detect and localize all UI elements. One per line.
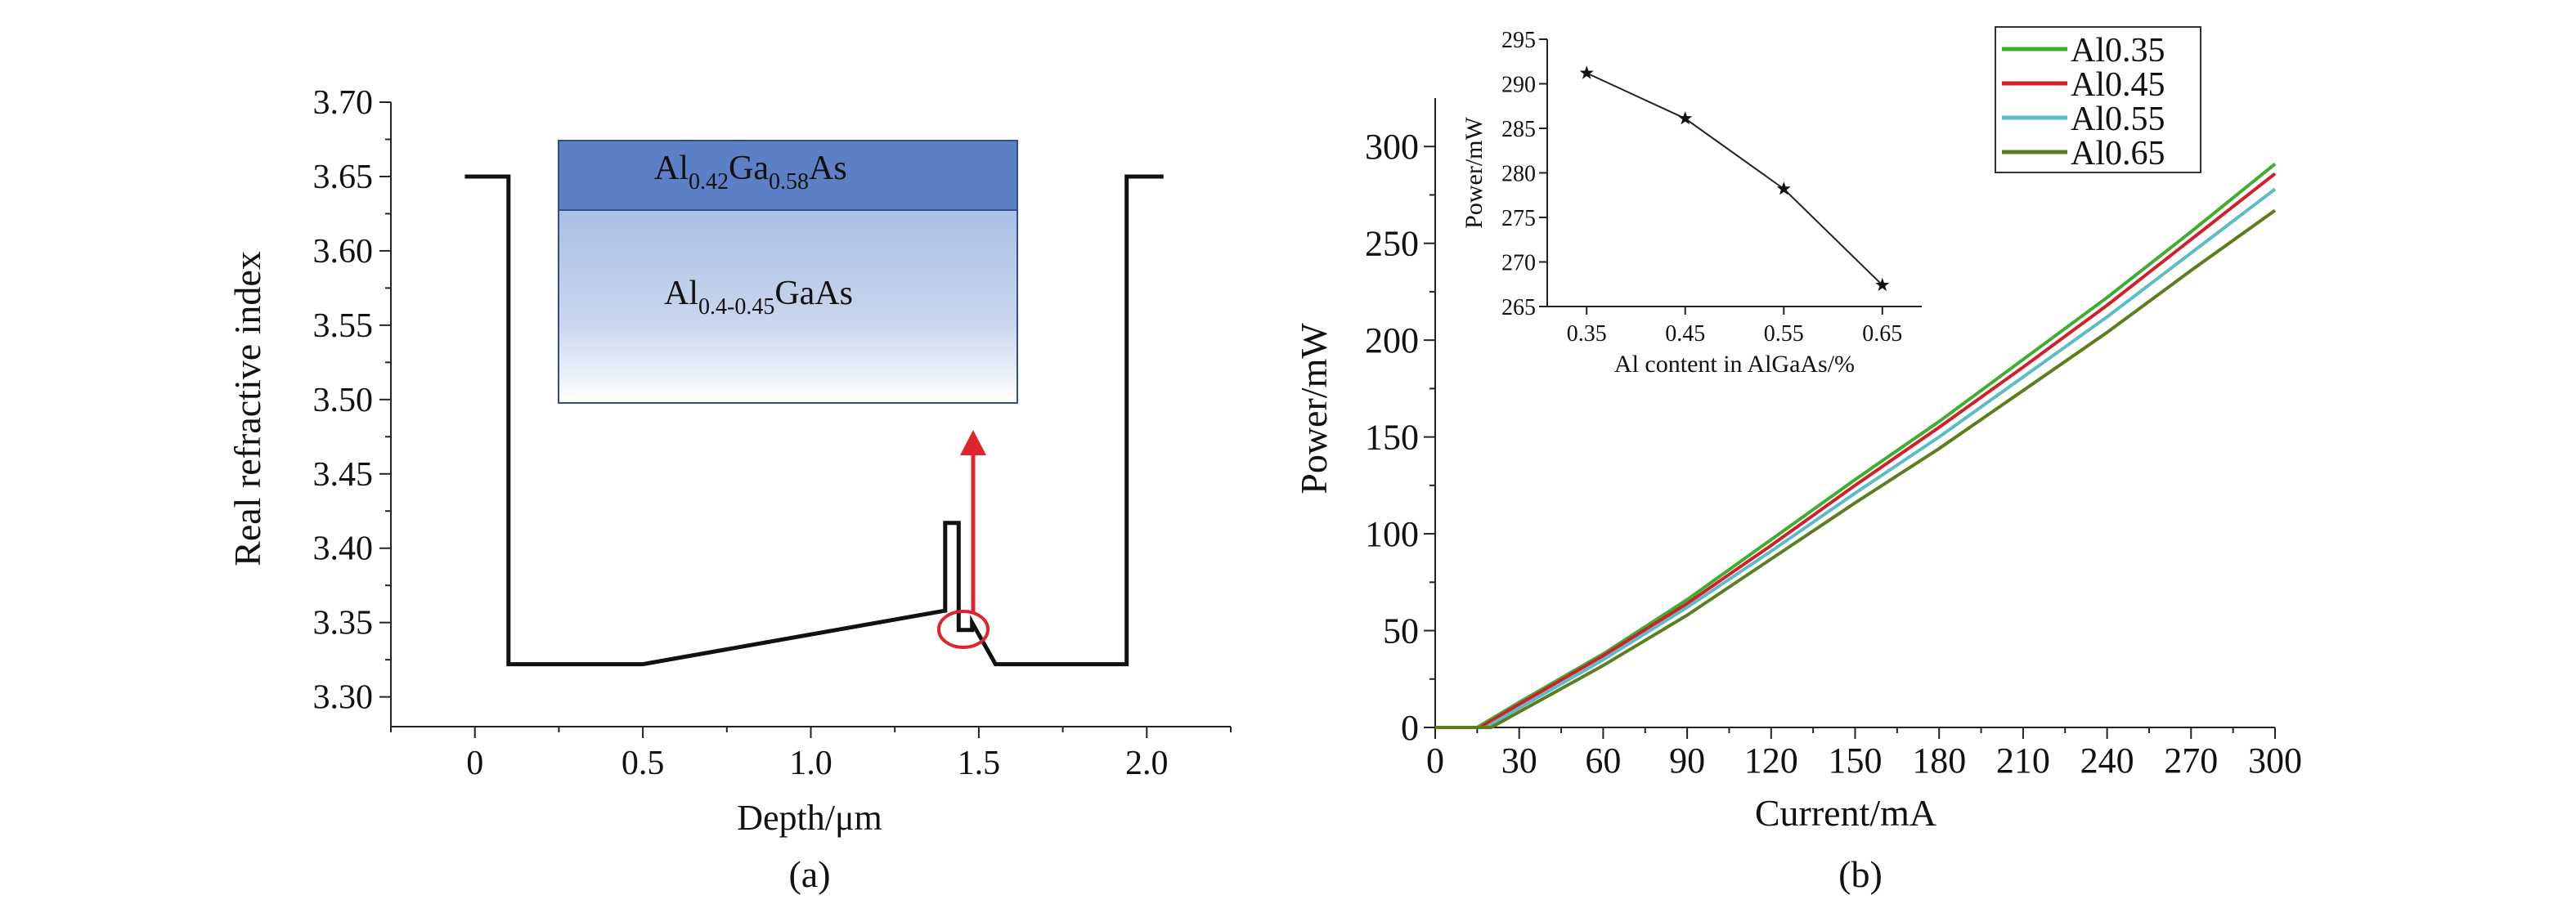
panel-b-ytick-label: 150 (1365, 418, 1419, 458)
series-line-Al0.65 (1435, 208, 2277, 729)
panel-a-xtick-label: 0.5 (622, 745, 665, 782)
panel-b-xtick-label: 180 (1912, 741, 1966, 781)
panel-b-xtick-label: 210 (1996, 741, 2050, 781)
inset-ytick-label: 270 (1501, 251, 1536, 276)
panel-a-ytick-label: 3.40 (313, 530, 374, 568)
panel-a-ytick-label: 3.30 (313, 679, 374, 717)
panel-a-xlabel: Depth/μm (737, 798, 882, 838)
inset-ytick-label: 295 (1501, 28, 1536, 53)
panel-b-xtick-label: 240 (2080, 741, 2134, 781)
inset-star-marker (1678, 111, 1693, 125)
panel-b-ytick-label: 0 (1401, 708, 1419, 748)
panel-b-ytick-label: 250 (1365, 224, 1419, 264)
refractive-index-profile (464, 174, 1164, 667)
inset-chart: 265 270 275 280 285 290 295 0.35 0.45 0.55 0.65 Al … (1461, 28, 1922, 378)
panel-b-xtick-label: 300 (2248, 741, 2302, 781)
panel-b-xlabel: Current/mA (1755, 792, 1936, 834)
active-region-highlight (937, 430, 990, 649)
panel-b-ytick-label: 300 (1365, 127, 1419, 167)
panel-a-ytick-label: 3.55 (313, 307, 374, 345)
panel-b-ytick-label: 200 (1365, 320, 1419, 360)
series-line-Al0.35 (1435, 163, 2277, 729)
panel-a-xtick-label: 0 (466, 745, 483, 782)
inset-star-marker (1875, 277, 1890, 292)
panel-a-xtick-label: 1.5 (958, 745, 1001, 782)
panel-b: 0 50 100 150 200 250 300 0 30 60 90 120 150 180 210 240… (1293, 26, 2302, 895)
inset-series-line (1586, 72, 1883, 286)
series-line-Al0.45 (1435, 172, 2277, 729)
inset-star-marker (1579, 65, 1594, 79)
panel-b-axes: 0 50 100 150 200 250 300 0 30 60 90 120 150 180 210 240… (1365, 98, 2302, 781)
inset-ytick-label: 275 (1501, 206, 1536, 231)
inset-ytick-label: 265 (1501, 295, 1536, 320)
panel-a-ytick-label: 3.50 (313, 382, 374, 419)
panel-b-xtick-label: 0 (1426, 741, 1444, 781)
inset-xlabel: Al content in AlGaAs/% (1614, 351, 1855, 378)
panel-b-xtick-label: 60 (1585, 741, 1621, 781)
panel-a-xtick-label: 2.0 (1125, 745, 1169, 782)
panel-a-ytick-label: 3.35 (313, 605, 374, 642)
panel-b-xtick-label: 30 (1501, 741, 1537, 781)
panel-b-ylabel: Power/mW (1293, 323, 1335, 495)
inset-ytick-label: 285 (1501, 117, 1536, 142)
inset-xtick-label: 0.55 (1764, 321, 1804, 347)
panel-a-xtick-label: 1.0 (789, 745, 832, 782)
layer-stack-inset: Al0.42Ga0.58As Al0.4-0.45GaAs (558, 140, 1018, 404)
panel-b-xtick-label: 150 (1829, 741, 1883, 781)
layer-bottom-label: Al0.4-0.45GaAs (664, 275, 853, 320)
panel-b-label: (b) (1838, 853, 1883, 895)
layer-top-label: Al0.42Ga0.58As (654, 150, 847, 195)
panel-a-ytick-label: 3.45 (313, 456, 374, 494)
panel-a-ytick-label: 3.70 (313, 84, 374, 122)
inset-xtick-label: 0.65 (1862, 321, 1902, 347)
legend-label: Al0.45 (2071, 66, 2165, 104)
inset-ytick-label: 290 (1501, 73, 1536, 98)
series-line-Al0.55 (1435, 187, 2277, 729)
panel-a-ytick-label: 3.65 (313, 159, 374, 196)
panel-b-ytick-label: 100 (1365, 514, 1419, 554)
inset-ytick-label: 280 (1501, 162, 1536, 187)
highlight-circle (937, 610, 990, 649)
panel-b-ytick-label: 50 (1383, 611, 1419, 651)
legend-box (1995, 26, 2201, 173)
inset-ylabel: Power/mW (1461, 116, 1488, 228)
layer-top-block (558, 140, 1018, 211)
legend-label: Al0.65 (2071, 135, 2165, 172)
panel-a-ylabel: Real refractive index (227, 251, 268, 566)
arrow-up-icon (960, 430, 986, 455)
panel-a-label: (a) (788, 853, 830, 895)
inset-xtick-label: 0.45 (1665, 321, 1705, 347)
power-current-curves (1435, 163, 2277, 729)
legend-label: Al0.35 (2071, 32, 2165, 69)
panel-a: 3.30 3.35 3.40 3.45 3.50 3.55 3.60 3.65 3.70 0 0.5… (227, 84, 1232, 895)
panel-b-xtick-label: 120 (1744, 741, 1798, 781)
panel-b-xtick-label: 90 (1669, 741, 1705, 781)
panel-a-ytick-label: 3.60 (313, 233, 374, 271)
inset-background (1547, 39, 1922, 307)
inset-xtick-label: 0.35 (1567, 321, 1607, 347)
legend-label: Al0.55 (2071, 101, 2165, 138)
panel-a-ticks: 3.30 3.35 3.40 3.45 3.50 3.55 3.60 3.65 3.70 0 0.5… (313, 84, 1232, 782)
refractive-index-line (464, 174, 1164, 667)
panel-b-xtick-label: 270 (2164, 741, 2218, 781)
inset-star-marker (1776, 181, 1791, 195)
layer-gradient-block (558, 209, 1018, 404)
